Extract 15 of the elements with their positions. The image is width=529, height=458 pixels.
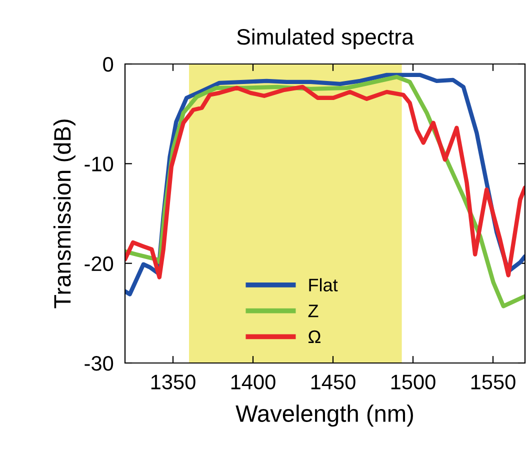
y-tick-label: -10 — [84, 156, 114, 172]
y-tick-label: -20 — [84, 256, 114, 272]
legend-label: Z — [308, 304, 318, 318]
x-tick-label: 1400 — [231, 374, 276, 390]
x-tick-label: 1550 — [471, 374, 516, 390]
legend-label: Flat — [309, 278, 338, 292]
x-tick-label: 1450 — [311, 374, 356, 390]
legend-label: Ω — [308, 330, 320, 344]
x-axis-title: Wavelength (nm) — [236, 404, 413, 427]
y-tick-label: 0 — [103, 57, 114, 72]
y-axis-title: Transmission (dB) — [53, 120, 76, 308]
x-tick-label: 1500 — [391, 374, 436, 390]
y-tick-label: -30 — [84, 356, 114, 371]
chart-title: Simulated spectra — [237, 28, 414, 50]
x-tick-label: 1350 — [151, 374, 196, 390]
